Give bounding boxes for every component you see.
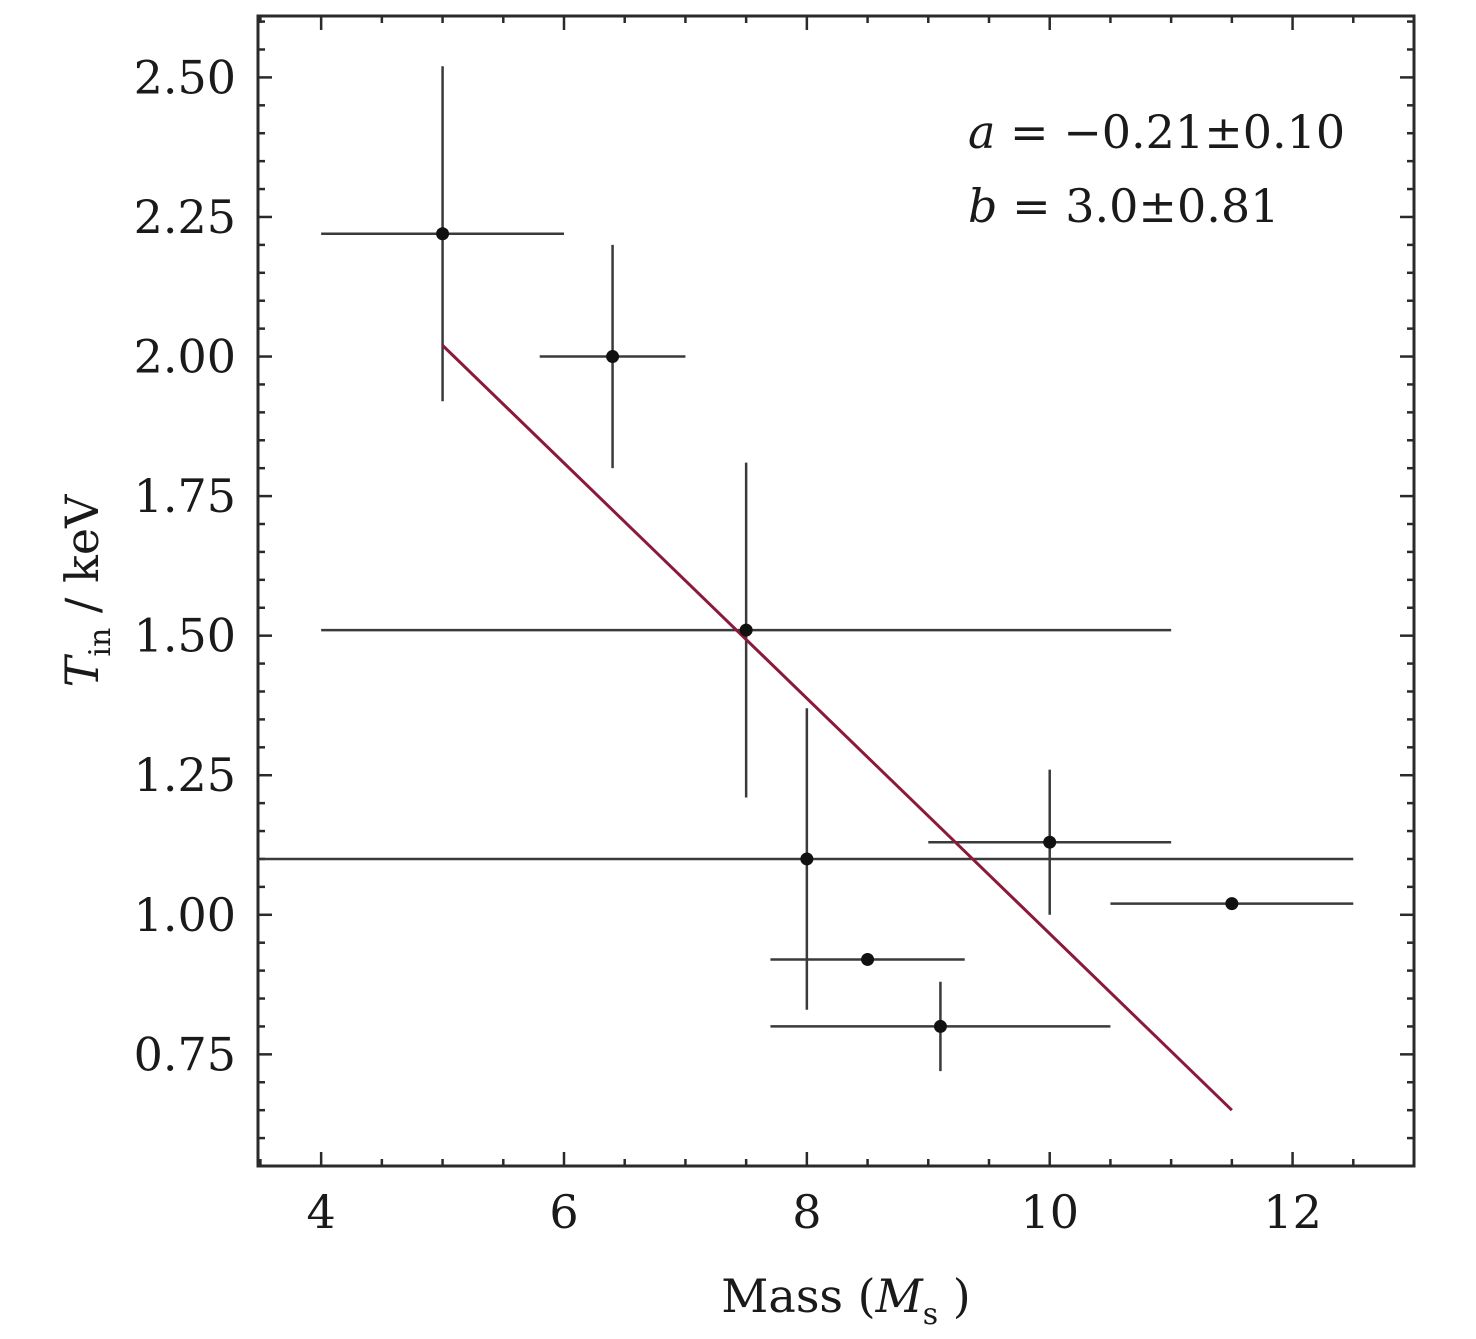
data-point [606,350,620,364]
data-point [933,1019,947,1033]
x-tick-labels: 4 6 8 10 12 [307,1185,1322,1239]
y-tick-label: 1.50 [134,609,236,663]
x-tick-label: 6 [549,1185,578,1239]
data-point [739,623,753,637]
data-point [800,852,814,866]
x-tick-label: 8 [792,1185,821,1239]
annotation-a-var: a [968,105,995,159]
y-tick-label: 1.00 [134,888,236,942]
x-axis-label-close: ) [938,1269,971,1323]
y-tick-labels: 0.75 1.00 1.25 1.50 1.75 2.00 2.25 2.50 [134,50,236,1081]
y-axis-label-symbol: T [55,653,109,687]
y-axis-label: Tin / keV [55,494,118,687]
x-axis-label: Mass (Ms ) [721,1269,970,1332]
plot-frame [256,14,1416,1168]
annotation-b-value: = 3.0±0.81 [997,179,1279,233]
fit-line [441,344,1233,1112]
x-axis-label-text: Mass ( [721,1269,875,1323]
y-tick-label: 2.00 [134,330,236,384]
x-tick-label: 10 [1020,1185,1079,1239]
data-point [1225,897,1239,911]
annotation-b-var: b [968,179,997,233]
y-tick-label: 1.75 [134,469,236,523]
y-tick-label: 0.75 [134,1027,236,1081]
y-axis-label-subscript: in [83,628,118,657]
annotation-b: b = 3.0±0.81 [968,179,1279,233]
data-points [436,227,1239,1033]
data-point [436,227,450,241]
y-tick-label: 1.25 [134,748,236,802]
axis-ticks [258,16,1416,1168]
annotation-a: a = −0.21±0.10 [968,105,1345,159]
x-axis-label-subscript: s [923,1297,938,1332]
data-point [861,952,875,966]
y-tick-label: 2.50 [134,50,236,104]
x-axis-label-symbol: M [875,1269,925,1323]
x-tick-label: 12 [1263,1185,1322,1239]
x-tick-label: 4 [307,1185,336,1239]
data-point [1043,835,1057,849]
y-tick-label: 2.25 [134,190,236,244]
annotation-a-value: = −0.21±0.10 [995,105,1345,159]
y-axis-label-text: / keV [55,494,109,628]
